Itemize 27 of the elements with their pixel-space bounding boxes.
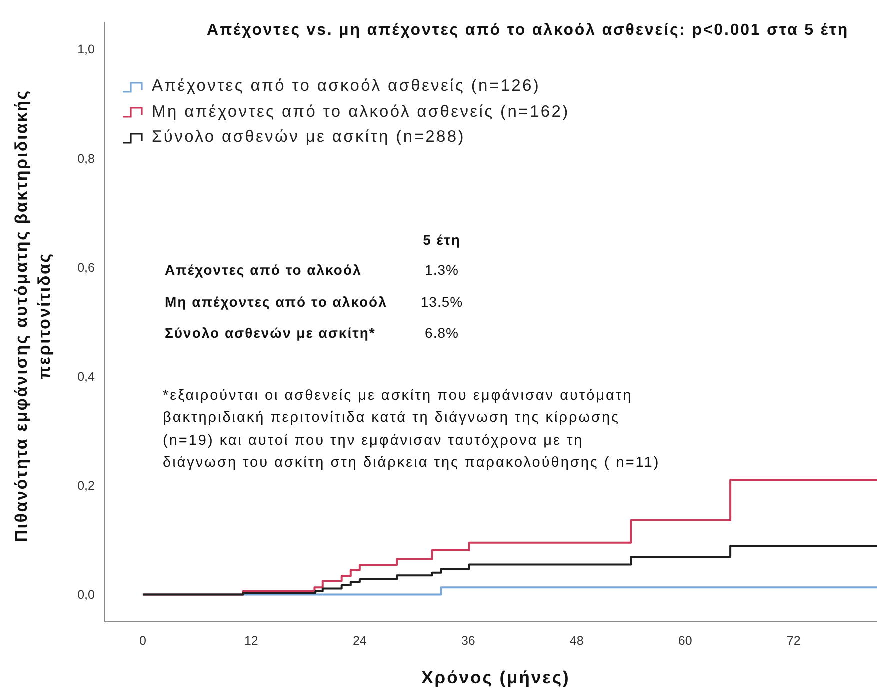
- x-tick-label: 48: [570, 634, 584, 648]
- annotation: 1.3%: [425, 262, 459, 278]
- x-tick-label: 12: [244, 634, 258, 648]
- x-tick-label: 60: [678, 634, 692, 648]
- x-tick-label: 36: [461, 634, 476, 648]
- x-tick-label: 0: [139, 634, 146, 648]
- x-tick-label: 72: [786, 634, 801, 648]
- y-tick-label: 0,6: [78, 260, 96, 275]
- y-tick-label: 1,0: [78, 42, 96, 57]
- annotation: Απέχοντες από το αλκοόλ: [165, 262, 362, 278]
- legend-label: Μη απέχοντες από το αλκοόλ ασθενείς (n=162): [152, 102, 570, 122]
- y-tick-label: 0,4: [78, 370, 96, 384]
- x-tick-label: 24: [352, 634, 367, 648]
- y-tick-label: 0,8: [78, 152, 96, 166]
- y-tick-label: 0,2: [78, 479, 96, 494]
- legend-label: Σύνολο ασθενών με ασκίτη (n=288): [152, 128, 466, 148]
- annotation: Σύνολο ασθενών με ασκίτη*: [165, 325, 376, 341]
- legend-label: Απέχοντες από το ασκοόλ ασθενείς (n=126): [152, 77, 541, 96]
- annotation: 13.5%: [420, 294, 464, 310]
- y-tick-label: 0,0: [78, 588, 96, 602]
- annotation: 6.8%: [425, 325, 459, 341]
- x-axis-title: Χρόνος (μήνες): [422, 668, 570, 688]
- annotation: *εξαιρούνται οι ασθενείς με ασκίτη που εμφάνισαν αυτόματη βακτηριδιακή περιτονίτιδα κατά τη διάγνωση της κίρρωσης (n=19) και αυτοί που την εμφάνισαν ταυτόχρονα με τη διάγνωση του ασκίτη στη διάρκεια της παρακολούθησης ( n=11): [163, 387, 660, 474]
- annotation: 5 έτη: [423, 232, 461, 248]
- y-axis-title: Πιθανότητα εμφάνισης αυτόματης βακτηριδιακής περιτονίτιδας: [11, 88, 55, 544]
- chart-title: Απέχοντες vs. μη απέχοντες από το αλκοόλ ασθενείς: p<0.001 στα 5 έτη: [206, 22, 850, 40]
- annotation: Μη απέχοντες από το αλκοόλ: [165, 294, 388, 310]
